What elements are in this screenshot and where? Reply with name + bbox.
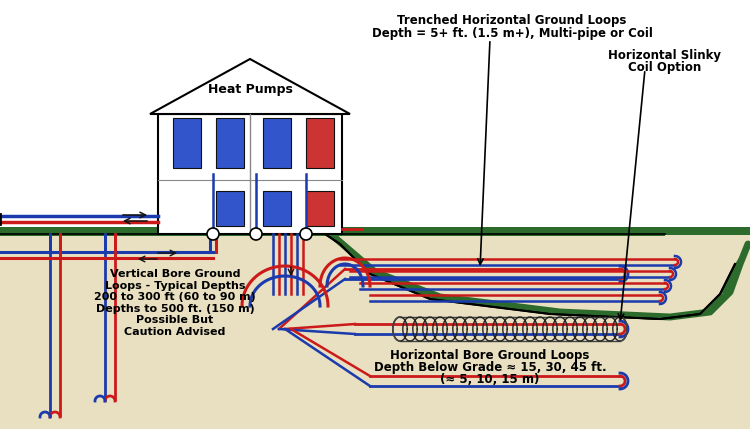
Bar — [263, 191, 291, 226]
Text: Horizontal Slinky: Horizontal Slinky — [608, 49, 721, 62]
Bar — [306, 118, 334, 169]
Polygon shape — [430, 297, 560, 314]
Text: Depth Below Grade ≈ 15, 30, 45 ft.: Depth Below Grade ≈ 15, 30, 45 ft. — [374, 361, 606, 374]
Text: Depth = 5+ ft. (1.5 m+), Multi-pipe or Coil: Depth = 5+ ft. (1.5 m+), Multi-pipe or C… — [371, 27, 652, 40]
Bar — [0, 0, 750, 234]
Bar — [263, 118, 291, 169]
Polygon shape — [720, 264, 740, 294]
Bar — [216, 191, 244, 226]
Bar — [306, 191, 334, 226]
Bar — [173, 118, 201, 169]
Polygon shape — [370, 272, 440, 299]
Text: Trenched Horizontal Ground Loops: Trenched Horizontal Ground Loops — [398, 14, 627, 27]
Circle shape — [207, 228, 219, 240]
Polygon shape — [340, 242, 375, 274]
Text: Heat Pumps: Heat Pumps — [208, 82, 292, 96]
Polygon shape — [550, 312, 670, 319]
Text: Coil Option: Coil Option — [628, 61, 702, 74]
Bar — [0, 227, 665, 236]
Polygon shape — [660, 312, 710, 319]
Text: (≈ 5, 10, 15 m): (≈ 5, 10, 15 m) — [440, 373, 540, 386]
Text: Vertical Bore Ground
Loops - Typical Depths
200 to 300 ft (60 to 90 m)
Depths to: Vertical Bore Ground Loops - Typical Dep… — [94, 269, 256, 337]
Polygon shape — [325, 229, 340, 244]
Bar — [216, 118, 244, 169]
Polygon shape — [735, 244, 748, 264]
Polygon shape — [0, 234, 735, 429]
Circle shape — [300, 228, 312, 240]
Polygon shape — [150, 59, 350, 114]
Bar — [158, 114, 342, 234]
Bar — [0, 234, 750, 429]
Bar — [0, 227, 750, 235]
Polygon shape — [700, 292, 730, 314]
Circle shape — [250, 228, 262, 240]
Text: Horizontal Bore Ground Loops: Horizontal Bore Ground Loops — [390, 349, 590, 362]
